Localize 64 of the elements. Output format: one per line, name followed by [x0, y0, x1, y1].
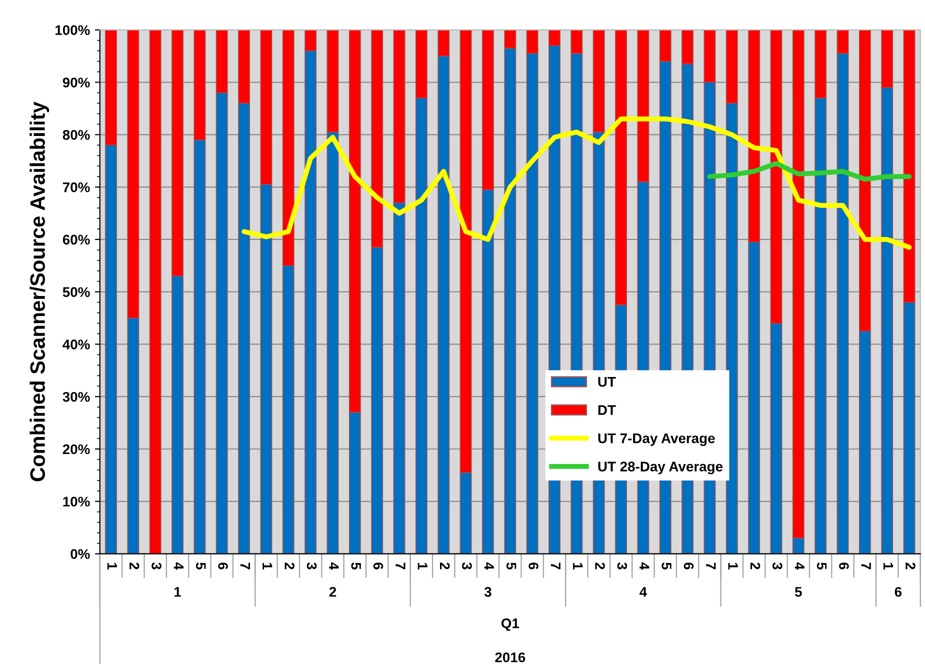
y-tick-label: 60%	[62, 234, 90, 245]
y-tick-label: 80%	[62, 130, 90, 140]
text: 5	[794, 587, 802, 597]
x-tick-label: 3	[617, 562, 628, 570]
y-tick-label: 30%	[62, 392, 90, 402]
x-tick-label: 7	[550, 562, 560, 570]
legend-label: UT	[598, 377, 616, 387]
text: 2016	[495, 652, 526, 662]
x-tick-label: 5	[662, 562, 672, 570]
x-tick-label: 5	[351, 562, 361, 570]
x-tick-label: 4	[174, 562, 184, 570]
x-tick-label: 3	[152, 562, 162, 570]
x-tick-label: 1	[884, 562, 894, 570]
x-tick-label: 7	[706, 562, 716, 570]
x-tick-label: 2	[130, 562, 140, 570]
x-tick-label: 4	[329, 562, 339, 570]
y-tick-label: 40%	[62, 340, 90, 350]
legend-label: UT 7-Day Average	[598, 434, 715, 446]
bar	[149, 30, 162, 554]
x-tick-label: 2	[595, 562, 605, 570]
x-tick-label: 1	[262, 562, 272, 570]
x-tick-label: 2	[284, 562, 294, 570]
x-tick-label: 6	[373, 562, 384, 570]
x-tick-label: 7	[861, 562, 871, 570]
x-tick-label: 2	[440, 562, 450, 570]
x-tick-label: 2	[750, 562, 760, 570]
x-tick-label: 3	[772, 562, 782, 570]
x-tick-label: 7	[396, 562, 406, 570]
text: 3	[484, 586, 492, 597]
y-tick-label: 100%	[56, 25, 90, 36]
x-tick-label: 6	[839, 562, 849, 570]
legend-label: DT	[598, 405, 616, 415]
y-tick-label: 10%	[63, 496, 90, 507]
x-tick-label: 1	[418, 562, 428, 570]
x-tick-label: 2	[906, 562, 916, 570]
text: 4	[640, 587, 647, 597]
y-tick-label: 50%	[62, 287, 90, 297]
line-series	[242, 116, 912, 250]
x-tick-label: 3	[462, 562, 472, 570]
x-tick-label: 5	[816, 562, 827, 570]
x-tick-label: 7	[240, 562, 250, 570]
x-tick-label: 5	[506, 562, 516, 570]
x-tick-label: 1	[728, 562, 738, 570]
text: 1	[174, 587, 181, 597]
x-tick-label: 5	[196, 562, 206, 570]
x-tick-label: 4	[640, 562, 650, 570]
x-tick-label: 1	[107, 562, 117, 570]
legend-label: UT 28-Day Average	[598, 462, 723, 474]
y-tick-label: 0%	[70, 549, 90, 559]
x-tick-label: 6	[528, 562, 538, 570]
x-tick-label: 3	[306, 562, 317, 570]
x-tick-label: 4	[794, 562, 804, 570]
text: Q1	[501, 618, 520, 631]
x-tick-label: 4	[484, 562, 494, 570]
x-tick-label: 1	[573, 562, 583, 570]
line-series	[707, 161, 912, 182]
text: 2	[329, 586, 336, 597]
x-tick-label: 6	[684, 562, 694, 570]
text: 6	[894, 586, 902, 597]
y-tick-label: 70%	[62, 182, 90, 192]
y-tick-label: 90%	[62, 78, 90, 88]
y-tick-label: 20%	[62, 444, 90, 454]
y-axis-title: Combined Scanner/Source Availability	[30, 102, 50, 482]
x-tick-label: 6	[218, 562, 228, 570]
